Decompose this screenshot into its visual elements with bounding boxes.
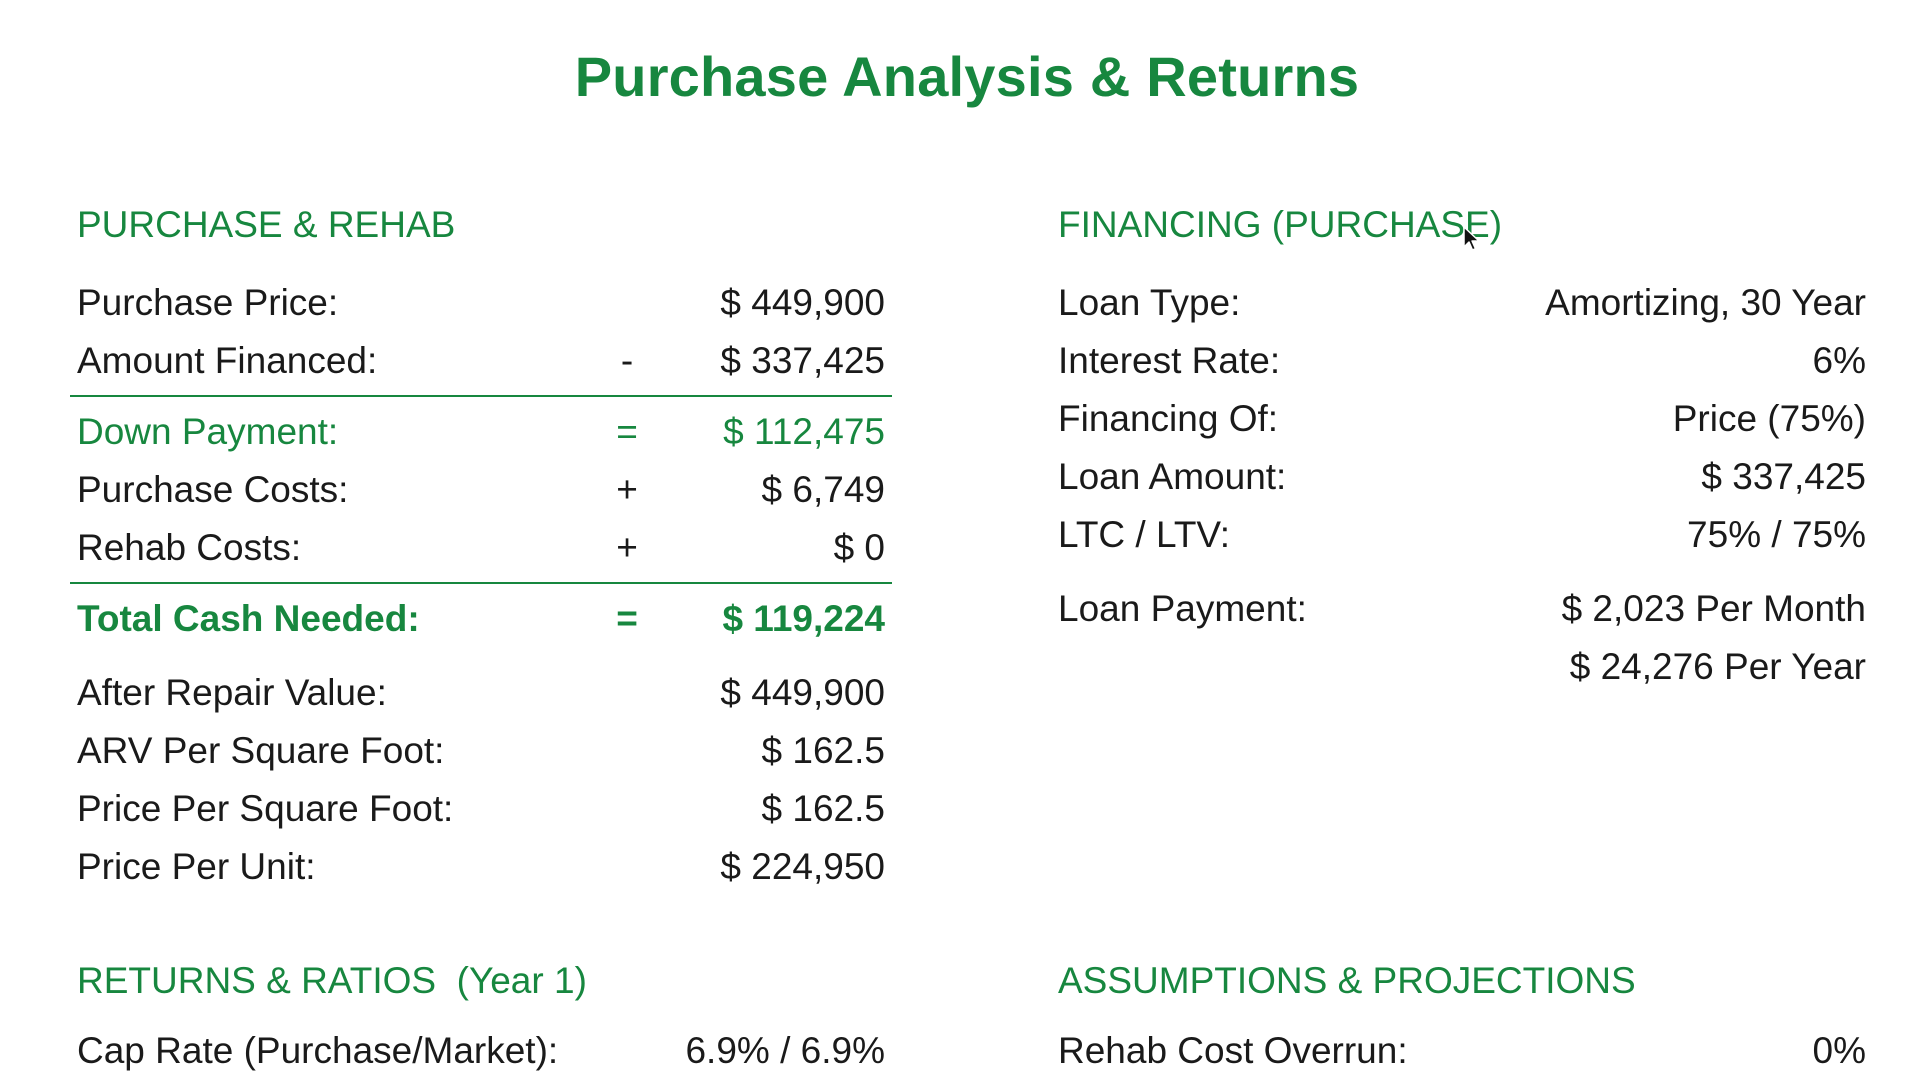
row-label: ARV Per Square Foot: [77, 730, 445, 771]
row-value: $ 162.5 [761, 730, 885, 771]
row-operator: + [616, 527, 638, 568]
row-value: $ 337,425 [1701, 456, 1866, 497]
row-operator: = [616, 598, 638, 639]
row-value: 6% [1812, 340, 1866, 381]
row-label: Interest Rate: [1058, 340, 1281, 381]
section-heading: RETURNS & RATIOS (Year 1) [77, 960, 587, 1001]
row-value: Amortizing, 30 Year [1545, 282, 1866, 323]
ltc-ltv-row: LTC / LTV: 75% / 75% [1058, 506, 1866, 564]
row-label: Loan Type: [1058, 282, 1241, 323]
row-value: 0% [1812, 1030, 1866, 1071]
returns-ratios-section: RETURNS & RATIOS (Year 1) Cap Rate (Purc… [77, 956, 885, 1080]
row-label: Down Payment: [77, 411, 339, 452]
row-label: Price Per Square Foot: [77, 788, 454, 829]
row-label: Amount Financed: [77, 340, 378, 381]
row-label: Rehab Cost Overrun: [1058, 1030, 1408, 1071]
row-value: $ 162.5 [761, 788, 885, 829]
row-value: $ 119,224 [722, 598, 885, 639]
row-value: $ 112,475 [723, 411, 885, 452]
row-label: Price Per Unit: [77, 846, 316, 887]
row-value: Price (75%) [1672, 398, 1866, 439]
rehab-cost-overrun-row: Rehab Cost Overrun: 0% [1058, 1022, 1866, 1080]
row-label: LTC / LTV: [1058, 514, 1231, 555]
loan-payment-monthly: $ 2,023 Per Month [1561, 588, 1866, 629]
amount-financed-row: Amount Financed: - $ 337,425 [77, 332, 885, 390]
row-label: Rehab Costs: [77, 527, 302, 568]
financing-of-row: Financing Of: Price (75%) [1058, 390, 1866, 448]
loan-payment-yearly-row: $ 24,276 Per Year [1058, 638, 1866, 696]
row-value: $ 449,900 [720, 672, 885, 713]
row-label: Purchase Price: [77, 282, 339, 323]
row-value: $ 337,425 [720, 340, 885, 381]
purchase-price-row: Purchase Price: $ 449,900 [77, 274, 885, 332]
purchase-costs-row: Purchase Costs: + $ 6,749 [77, 461, 885, 519]
row-value: 75% / 75% [1687, 514, 1866, 555]
interest-rate-row: Interest Rate: 6% [1058, 332, 1866, 390]
price-per-unit-row: Price Per Unit: $ 224,950 [77, 838, 885, 896]
rehab-costs-row: Rehab Costs: + $ 0 [77, 519, 885, 577]
section-heading: FINANCING (PURCHASE) [1058, 204, 1503, 245]
loan-amount-row: Loan Amount: $ 337,425 [1058, 448, 1866, 506]
down-payment-row: Down Payment: = $ 112,475 [77, 403, 885, 461]
row-value: $ 224,950 [720, 846, 885, 887]
cap-rate-row: Cap Rate (Purchase/Market): 6.9% / 6.9% [77, 1022, 885, 1080]
row-label: Loan Payment: [1058, 588, 1307, 629]
row-value: $ 6,749 [761, 469, 885, 510]
total-cash-needed-row: Total Cash Needed: = $ 119,224 [77, 590, 885, 648]
divider [70, 582, 892, 584]
row-label: Loan Amount: [1058, 456, 1287, 497]
loan-payment-yearly: $ 24,276 Per Year [1569, 646, 1866, 687]
loan-payment-row: Loan Payment: $ 2,023 Per Month [1058, 580, 1866, 638]
divider [70, 395, 892, 397]
row-value: $ 449,900 [720, 282, 885, 323]
row-operator: - [620, 340, 634, 381]
row-label: Cap Rate (Purchase/Market): [77, 1030, 559, 1071]
row-value: 6.9% / 6.9% [685, 1030, 885, 1071]
section-heading: ASSUMPTIONS & PROJECTIONS [1058, 960, 1636, 1001]
page-title: Purchase Analysis & Returns [574, 45, 1360, 108]
section-heading: PURCHASE & REHAB [77, 204, 456, 245]
row-label: After Repair Value: [77, 672, 387, 713]
row-label: Financing Of: [1058, 398, 1279, 439]
row-operator: + [616, 469, 638, 510]
after-repair-value-row: After Repair Value: $ 449,900 [77, 664, 885, 722]
row-label: Total Cash Needed: [77, 598, 420, 639]
loan-type-row: Loan Type: Amortizing, 30 Year [1058, 274, 1866, 332]
row-label: Purchase Costs: [77, 469, 349, 510]
assumptions-projections-section: ASSUMPTIONS & PROJECTIONS Rehab Cost Ove… [1058, 956, 1866, 1080]
arv-per-square-foot-row: ARV Per Square Foot: $ 162.5 [77, 722, 885, 780]
row-value: $ 0 [833, 527, 885, 568]
price-per-square-foot-row: Price Per Square Foot: $ 162.5 [77, 780, 885, 838]
mouse-pointer-icon [1463, 226, 1480, 251]
row-operator: = [616, 411, 638, 452]
financing-section: FINANCING (PURCHASE) Loan Type: Amortizi… [1058, 200, 1866, 696]
purchase-rehab-section: PURCHASE & REHAB Purchase Price: $ 449,9… [70, 200, 892, 896]
